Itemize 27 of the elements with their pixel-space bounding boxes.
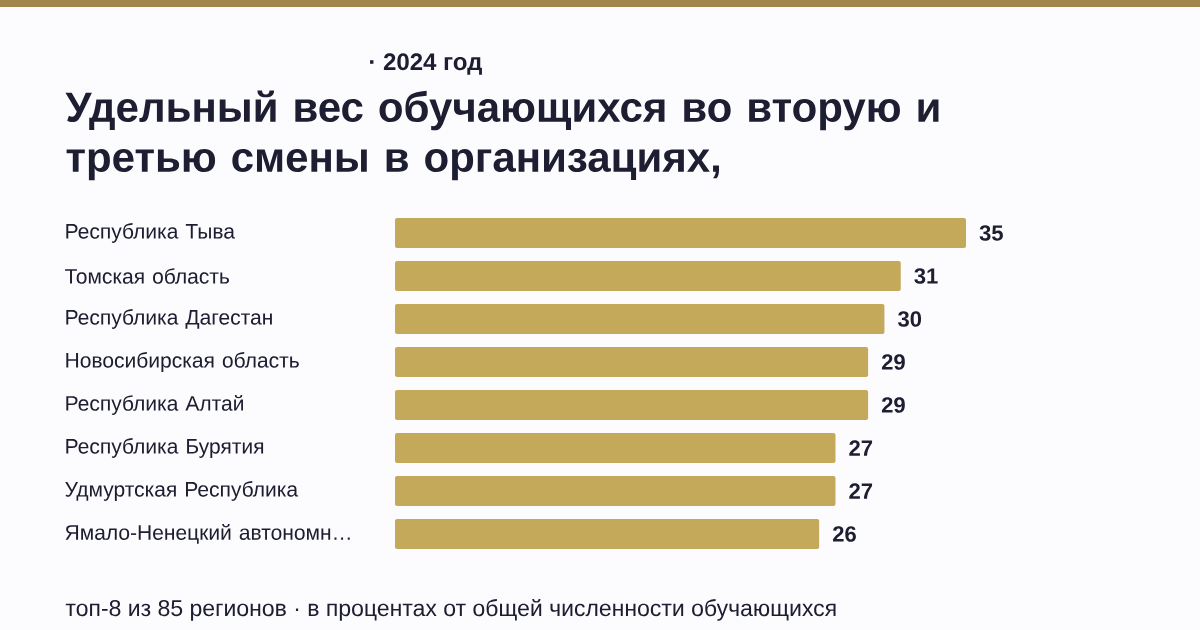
- data-label: 26: [833, 526, 856, 542]
- y-tick-label: Республика Алтай: [66, 395, 243, 415]
- bar: [395, 346, 869, 377]
- data-label: 30: [898, 311, 922, 327]
- y-tick-label: Республика Тыва: [66, 223, 235, 243]
- y-tick-label: Ямало-Ненецкий автономн…: [65, 524, 350, 544]
- data-label: 35: [979, 225, 1003, 241]
- bar: [395, 432, 836, 463]
- text: топ-8 из 85 регионов · в процентах от общей численности обучающихся: [65, 598, 836, 621]
- bar: [395, 260, 901, 291]
- data-label: 27: [849, 483, 873, 499]
- bar: [395, 475, 836, 506]
- y-tick-label: Республика Дагестан: [66, 309, 272, 329]
- data-label: 27: [849, 440, 873, 456]
- bar: [395, 390, 869, 420]
- data-label: 31: [914, 268, 938, 284]
- bar: [395, 218, 967, 248]
- chart-subtitle: · 2024 год: [370, 53, 482, 75]
- bar: [395, 304, 885, 334]
- y-tick-label: Удмуртская Республика: [65, 481, 299, 501]
- y-tick-label: Томская область: [65, 268, 230, 284]
- chart-title: Удельный вес обучающихся во вторую и третью смены в организациях,: [65, 90, 939, 181]
- y-tick-label: Республика Бурятия: [66, 438, 264, 458]
- bar: [395, 518, 820, 549]
- data-label: 29: [881, 397, 905, 413]
- y-tick-label: Новосибирская область: [66, 352, 299, 372]
- data-label: 29: [881, 354, 905, 370]
